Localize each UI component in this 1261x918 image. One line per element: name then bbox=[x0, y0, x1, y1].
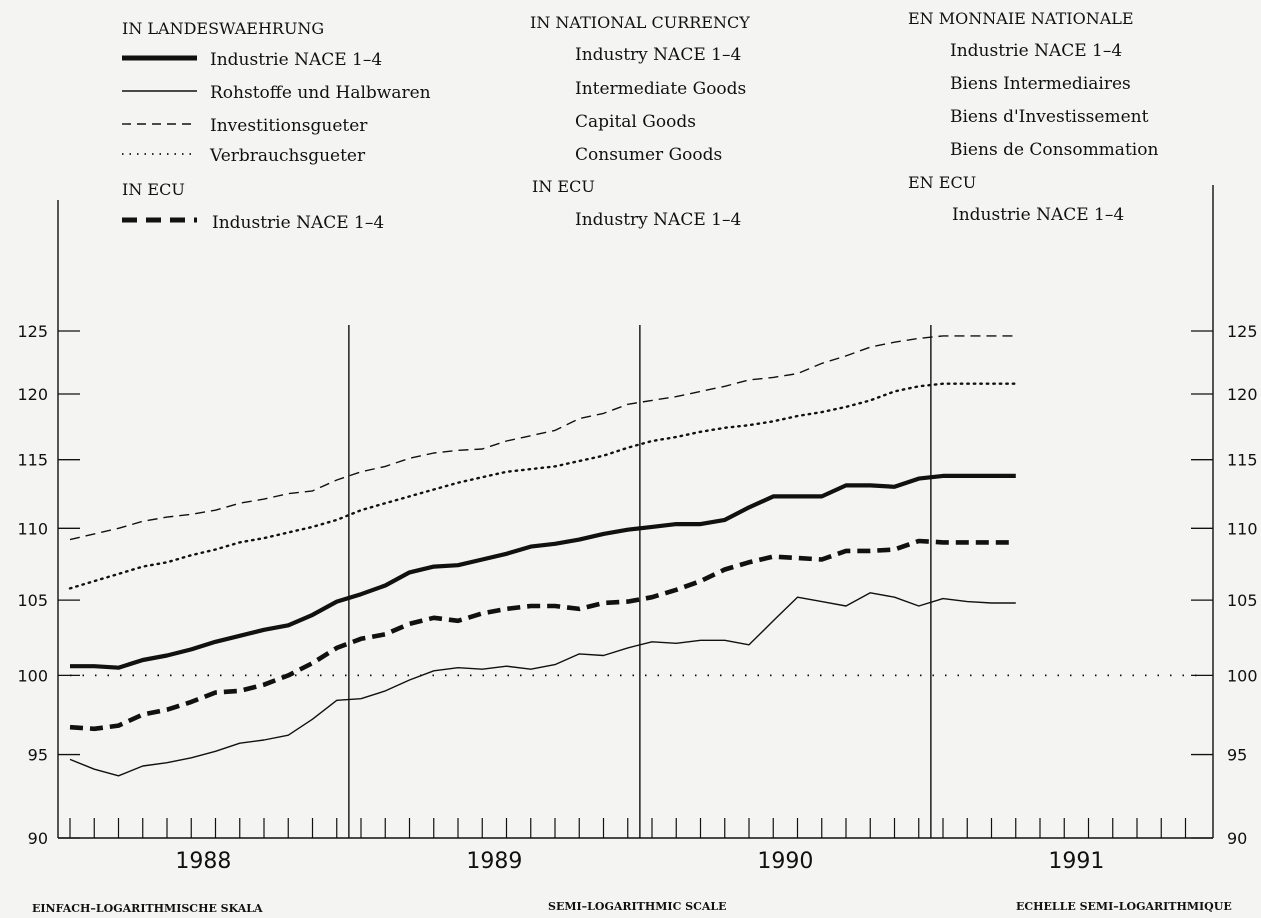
legend-item-en-capital: Capital Goods bbox=[575, 112, 696, 132]
scale-label-en: SEMI–LOGARITHMIC SCALE bbox=[548, 900, 727, 913]
legend-ecu-title-en: IN ECU bbox=[532, 177, 595, 196]
x-tick-label-year: 1988 bbox=[175, 849, 231, 874]
legend-french: EN MONNAIE NATIONALE Industrie NACE 1–4 … bbox=[908, 9, 1158, 225]
legend-item-de-industry: Industrie NACE 1–4 bbox=[210, 50, 382, 70]
series-line-2 bbox=[69, 592, 1016, 777]
legend-item-fr-ecu: Industrie NACE 1–4 bbox=[952, 205, 1124, 225]
legend-item-fr-industry: Industrie NACE 1–4 bbox=[950, 41, 1122, 61]
y-tick-label-left: 115 bbox=[17, 451, 48, 470]
y-tick-label-left: 125 bbox=[17, 322, 48, 341]
legend-english: IN NATIONAL CURRENCY Industry NACE 1–4 I… bbox=[530, 13, 750, 230]
legend-title-fr: EN MONNAIE NATIONALE bbox=[908, 9, 1134, 28]
series-line-3 bbox=[69, 335, 1016, 541]
legend-german: IN LANDESWAEHRUNG Industrie NACE 1–4 Roh… bbox=[122, 19, 431, 233]
series-line-4 bbox=[68, 382, 1017, 590]
scale-label-fr: ECHELLE SEMI–LOGARITHMIQUE bbox=[1016, 900, 1232, 913]
legend-title-de: IN LANDESWAEHRUNG bbox=[122, 19, 324, 38]
y-tick-label-left: 105 bbox=[17, 591, 48, 610]
legend-item-fr-consumer: Biens de Consommation bbox=[950, 140, 1158, 160]
legend-item-en-industry: Industry NACE 1–4 bbox=[575, 45, 741, 65]
legend-item-en-intermediate: Intermediate Goods bbox=[575, 79, 746, 99]
y-tick-label-right: 125 bbox=[1227, 322, 1258, 341]
y-tick-label-left: 110 bbox=[17, 519, 48, 538]
y-tick-label-left: 90 bbox=[28, 829, 48, 848]
legend-item-de-consumer: Verbrauchsgueter bbox=[209, 146, 366, 166]
x-tick-label-year: 1990 bbox=[757, 849, 813, 874]
y-tick-label-right: 95 bbox=[1227, 746, 1247, 765]
y-tick-label-right: 120 bbox=[1227, 385, 1258, 404]
series-line-5 bbox=[69, 538, 1016, 732]
legend-item-de-ecu: Industrie NACE 1–4 bbox=[212, 213, 384, 233]
legend-item-de-capital: Investitionsgueter bbox=[210, 116, 368, 136]
x-axis-year-labels: 1988 1989 1990 1991 bbox=[175, 849, 1104, 874]
y-tick-label-right: 115 bbox=[1227, 451, 1258, 470]
scale-label-de: EINFACH–LOGARITHMISCHE SKALA bbox=[32, 902, 263, 915]
legend-item-fr-capital: Biens d'Investissement bbox=[950, 107, 1149, 127]
year-dividers bbox=[348, 325, 932, 838]
y-tick-label-left: 100 bbox=[17, 666, 48, 685]
legend-item-de-intermediate: Rohstoffe und Halbwaren bbox=[210, 83, 431, 103]
y-axis-ticks: 90 90 95 95 100 100 105 105 110 110 115 115 120 120 12… bbox=[17, 322, 1257, 848]
legend-item-en-consumer: Consumer Goods bbox=[575, 145, 722, 165]
legend-item-en-ecu: Industry NACE 1–4 bbox=[575, 210, 741, 230]
series-line-1 bbox=[70, 473, 1016, 670]
series-layer bbox=[68, 335, 1017, 777]
legend-item-fr-intermediate: Biens Intermediaires bbox=[950, 74, 1131, 94]
y-tick-label-right: 110 bbox=[1227, 519, 1258, 538]
y-tick-label-right: 100 bbox=[1227, 666, 1258, 685]
y-tick-label-left: 95 bbox=[28, 746, 48, 765]
legend-title-en: IN NATIONAL CURRENCY bbox=[530, 13, 750, 32]
y-tick-label-right: 90 bbox=[1227, 829, 1247, 848]
y-tick-label-right: 105 bbox=[1227, 591, 1258, 610]
x-tick-label-year: 1989 bbox=[466, 849, 522, 874]
legend-ecu-title-de: IN ECU bbox=[122, 180, 185, 199]
axes bbox=[57, 185, 1214, 839]
y-tick-label-left: 120 bbox=[17, 385, 48, 404]
x-tick-label-year: 1991 bbox=[1048, 849, 1104, 874]
legend-ecu-title-fr: EN ECU bbox=[908, 173, 976, 192]
x-axis-ticks bbox=[69, 818, 1187, 838]
